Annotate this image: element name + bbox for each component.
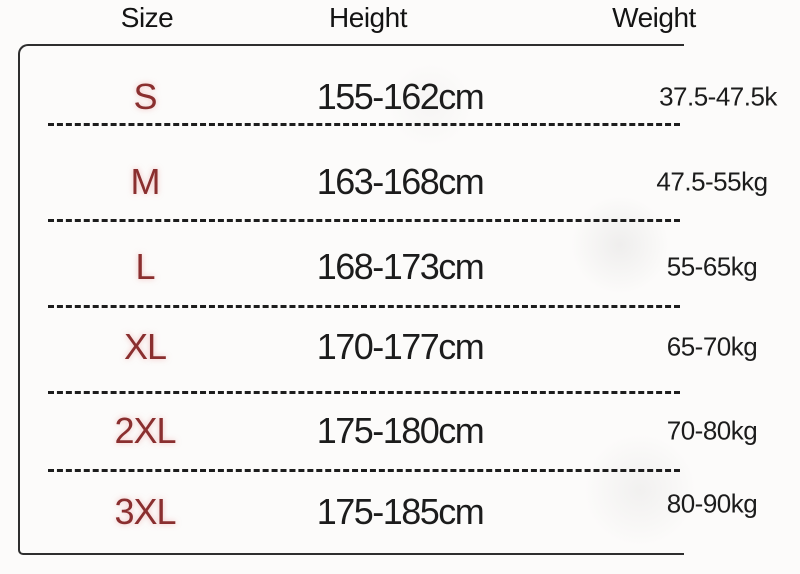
column-header-size: Size <box>120 2 174 33</box>
weight-cell: 80-90kg <box>666 488 758 519</box>
size-cell: 3XL <box>114 491 176 532</box>
weight-cell: 70-80kg <box>666 415 758 446</box>
size-chart-border-box <box>18 44 684 555</box>
weight-cell: 47.5-55kg <box>656 166 768 197</box>
size-cell: M <box>130 161 161 202</box>
column-header-weight: Weight <box>612 2 696 33</box>
size-cell: L <box>135 246 155 287</box>
height-cell: 175-180cm <box>316 410 485 451</box>
row-separator <box>48 391 680 394</box>
table-row-m: M 163-168cm 47.5-55kg <box>0 154 800 210</box>
table-row-s: S 155-162cm 37.5-47.5k <box>0 69 800 125</box>
size-cell: XL <box>123 326 167 367</box>
table-row-3xl: 3XL 175-185cm 80-90kg <box>0 484 800 540</box>
size-cell: 2XL <box>114 410 176 451</box>
weight-cell: 65-70kg <box>666 331 758 362</box>
weight-cell: 55-65kg <box>666 251 758 282</box>
column-header-height: Height <box>329 2 407 33</box>
height-cell: 175-185cm <box>316 491 485 532</box>
weight-cell: 37.5-47.5k <box>659 81 777 112</box>
height-cell: 168-173cm <box>316 246 485 287</box>
height-cell: 163-168cm <box>316 161 485 202</box>
row-separator <box>48 469 680 472</box>
row-separator <box>48 123 680 126</box>
table-row-xl: XL 170-177cm 65-70kg <box>0 319 800 375</box>
height-cell: 155-162cm <box>316 76 485 117</box>
size-cell: S <box>133 76 157 117</box>
height-cell: 170-177cm <box>316 326 485 367</box>
table-row-2xl: 2XL 175-180cm 70-80kg <box>0 403 800 459</box>
table-row-l: L 168-173cm 55-65kg <box>0 239 800 295</box>
row-separator <box>48 305 680 308</box>
row-separator <box>48 219 680 222</box>
